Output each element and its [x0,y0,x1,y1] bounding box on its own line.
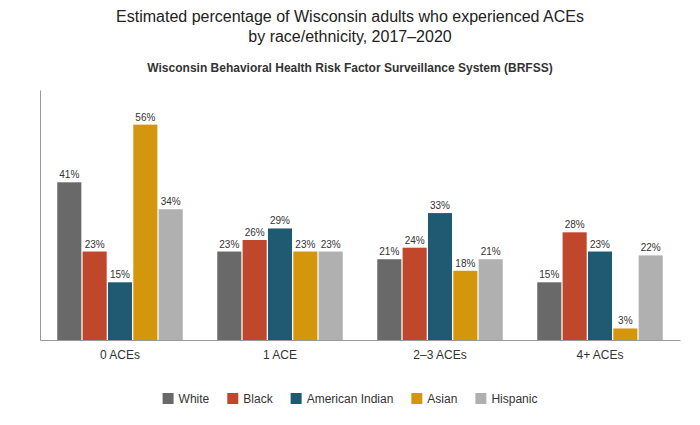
subtitle: Wisconsin Behavioral Health Risk Factor … [147,61,552,75]
x-tick: 4+ ACEs [576,348,623,362]
bar [159,209,183,340]
data-label: 23% [219,239,239,250]
data-label: 18% [455,258,475,269]
data-label: 23% [295,239,315,250]
data-label: 15% [539,269,559,280]
x-axis-line [41,340,681,341]
bar [217,252,241,340]
legend-swatch [475,393,486,404]
bar [133,125,157,340]
data-label: 41% [59,169,79,180]
chart: Estimated percentage of Wisconsin adults… [0,0,700,425]
legend: White Black American Indian Asian Hispanic [163,392,538,406]
bar [268,228,292,340]
data-label: 56% [135,112,155,123]
bar-series [57,182,561,340]
legend-item: Black [227,392,273,406]
plot: 41% 23% 21% 15% 23% 26% 24% 28% 15% 29% 33% 23% 56% 2… [41,91,681,362]
y-axis [40,91,41,341]
data-label: 23% [321,239,341,250]
legend-swatch [227,393,238,404]
bars [57,125,662,340]
legend-label: Black [243,392,273,406]
legend-swatch [411,393,422,404]
bar [57,182,81,340]
bar [563,232,587,340]
bar-series [159,209,663,340]
x-tick-label: 4+ ACEs [576,348,623,362]
legend-label: American Indian [307,392,394,406]
bar [243,240,267,340]
bar [377,259,401,340]
bar [453,271,477,340]
bar [613,328,637,340]
bar [108,282,132,340]
data-label: 23% [85,239,105,250]
bar [319,252,343,340]
data-label: 26% [245,227,265,238]
legend-item: American Indian [291,392,394,406]
bar-series [108,213,612,340]
bar [639,255,663,340]
legend-item: Asian [411,392,457,406]
data-label: 24% [405,235,425,246]
bar [428,213,452,340]
bar [479,259,503,340]
title-line: Estimated percentage of Wisconsin adults… [116,8,584,25]
x-tick: 1 ACE [263,348,297,362]
x-tick: 2–3 ACEs [413,348,466,362]
x-axis: 0 ACEs 1 ACE 2–3 ACEs 4+ ACEs [41,341,681,362]
bar-series [83,232,587,340]
x-tick-label: 2–3 ACEs [413,348,466,362]
legend-item: Hispanic [475,392,537,406]
legend-label: Asian [427,392,457,406]
legend-label: White [179,392,210,406]
legend-swatch [163,393,174,404]
data-labels: 41% 23% 21% 15% 23% 26% 24% 28% 15% 29% 33% 23% 56% 2… [59,112,661,327]
data-label: 22% [641,242,661,253]
bar [403,248,427,340]
data-label: 29% [270,215,290,226]
title-line: by race/ethnicity, 2017–2020 [248,28,452,45]
bar [588,252,612,340]
data-label: 15% [110,269,130,280]
data-label: 21% [379,246,399,257]
bar [537,282,561,340]
legend-swatch [291,393,302,404]
title: Estimated percentage of Wisconsin adults… [116,8,584,45]
data-label: 33% [430,200,450,211]
data-label: 28% [565,219,585,230]
x-tick-label: 1 ACE [263,348,297,362]
data-label: 21% [481,246,501,257]
x-tick: 0 ACEs [100,348,140,362]
y-axis-line [40,91,41,341]
x-tick-label: 0 ACEs [100,348,140,362]
legend-item: White [163,392,210,406]
data-label: 23% [590,239,610,250]
data-label: 34% [161,196,181,207]
bar [293,252,317,340]
bar-series [133,125,637,340]
legend-label: Hispanic [491,392,537,406]
bar [83,252,107,340]
data-label: 3% [618,315,633,326]
